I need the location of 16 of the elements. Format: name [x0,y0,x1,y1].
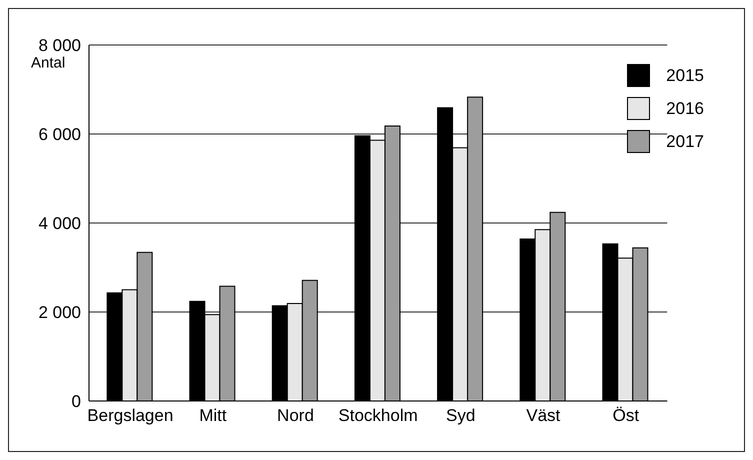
legend-label: 2015 [666,66,704,86]
x-tick-label: Nord [277,406,314,426]
legend-label: 2017 [666,132,704,152]
y-axis-title: Antal [31,54,66,72]
y-tick-label: 2 000 [38,303,81,322]
x-tick-label: Mitt [199,406,227,426]
x-tick-label: Bergslagen [87,406,174,426]
x-tick-label: Öst [612,406,640,426]
x-tick-label: Syd [446,406,476,426]
y-tick-label: 8 000 [38,36,81,56]
x-tick-label: Väst [526,406,561,426]
y-tick-label: 6 000 [38,125,81,144]
y-tick-label: 4 000 [38,214,81,234]
y-tick-label: 0 [72,392,81,412]
x-tick-label: Stockholm [338,406,418,426]
legend-label: 2016 [666,98,704,118]
